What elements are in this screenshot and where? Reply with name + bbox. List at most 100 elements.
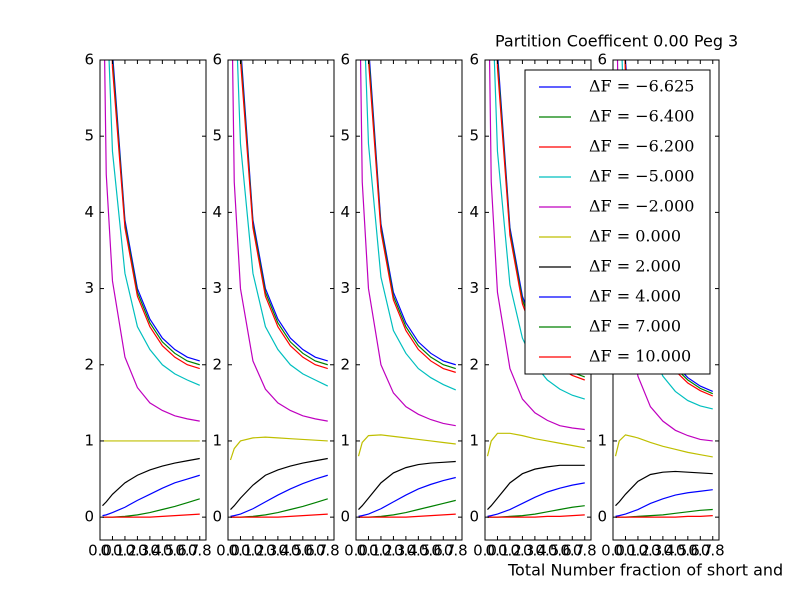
series-line [102,457,200,507]
y-tick-label: 4 [469,203,479,221]
y-tick-label: 6 [597,51,607,69]
plot-area [357,60,456,518]
y-tick-label: 1 [340,431,350,449]
legend-label: ΔF = 2.000 [589,257,681,276]
x-tick-label: 0.5 [535,542,559,560]
series-line [487,464,585,510]
x-tick-label: 0.3 [125,542,149,560]
x-tick-label: 0.6 [548,542,572,560]
series-line [486,432,585,457]
x-tick-label: 0.0 [601,542,625,560]
series-line [358,460,456,510]
x-tick-label: 0.5 [150,542,174,560]
x-tick-label: 0.3 [510,542,534,560]
series-line [229,436,328,461]
series-line [230,513,328,518]
x-tick-label: 0.6 [419,542,443,560]
y-tick-label: 0 [212,508,222,526]
series-line [367,60,456,373]
x-tick-label: 0.8 [573,542,597,560]
series-line [231,60,328,422]
x-tick-label: 0.4 [138,542,162,560]
legend-label: ΔF = −6.625 [589,77,694,96]
series-line [615,489,713,517]
x-tick-label: 0.4 [394,542,418,560]
legend-label: ΔF = 4.000 [589,287,681,306]
series-line [359,60,456,427]
series-line [230,474,328,517]
series-line [615,470,713,507]
x-tick-label: 0.2 [626,542,650,560]
series-line [368,60,456,366]
y-tick-label: 5 [469,127,479,145]
x-tick-label: 0.7 [560,542,584,560]
y-tick-label: 2 [212,355,222,373]
y-tick-label: 6 [340,51,350,69]
x-tick-label: 0.6 [291,542,315,560]
y-tick-label: 5 [340,127,350,145]
x-tick-label: 0.3 [381,542,405,560]
x-tick-label: 0.4 [651,542,675,560]
y-tick-label: 5 [84,127,94,145]
x-tick-label: 0.7 [431,542,455,560]
y-tick-label: 4 [212,203,222,221]
y-tick-label: 6 [212,51,222,69]
chart-title: Partition Coefficent 0.00 Peg 3 [495,32,738,51]
series-line [102,513,200,518]
series-line [230,457,328,510]
x-tick-label: 0.0 [344,542,368,560]
legend-label: ΔF = 0.000 [589,227,681,246]
y-tick-label: 4 [340,203,350,221]
y-tick-label: 3 [212,279,222,297]
y-tick-label: 6 [469,51,479,69]
y-tick-label: 0 [597,508,607,526]
y-tick-label: 3 [340,279,350,297]
x-tick-label: 0.2 [113,542,137,560]
series-line [358,476,456,517]
y-tick-label: 2 [469,355,479,373]
x-tick-label: 0.6 [163,542,187,560]
plot-area [229,60,329,518]
axes-frame [355,59,463,541]
x-tick-label: 0.4 [523,542,547,560]
x-tick-label: 0.1 [229,542,253,560]
x-tick-label: 0.1 [101,542,125,560]
series-line [368,60,456,370]
x-tick-label: 0.1 [357,542,381,560]
x-tick-label: 0.0 [473,542,497,560]
series-line [358,513,456,518]
x-tick-label: 0.5 [278,542,302,560]
series-line [108,60,200,386]
x-tick-label: 0.7 [688,542,712,560]
x-tick-label: 0.7 [175,542,199,560]
series-line [240,60,328,362]
series-line [488,60,585,431]
series-line [364,60,456,391]
x-tick-label: 0.3 [638,542,662,560]
x-tick-label: 0.5 [663,542,687,560]
series-line [240,60,328,366]
x-tick-label: 0.8 [188,542,212,560]
x-tick-label: 0.3 [253,542,277,560]
series-line [487,514,585,518]
series-line [614,434,713,458]
y-tick-label: 5 [212,127,222,145]
y-tick-label: 3 [84,279,94,297]
axes-frame [99,59,207,541]
series-line [111,60,200,366]
series-line [487,482,585,517]
legend-label: ΔF = 10.000 [589,347,691,366]
x-tick-label: 0.1 [614,542,638,560]
x-tick-label: 0.6 [676,542,700,560]
x-tick-label: 0.2 [369,542,393,560]
y-tick-label: 6 [84,51,94,69]
y-tick-label: 4 [84,203,94,221]
legend-label: ΔF = −5.000 [589,167,694,186]
y-tick-label: 2 [340,355,350,373]
series-line [104,60,200,422]
y-tick-label: 2 [84,355,94,373]
x-tick-label: 0.8 [444,542,468,560]
x-tick-label: 0.0 [216,542,240,560]
x-tick-label: 0.2 [241,542,265,560]
